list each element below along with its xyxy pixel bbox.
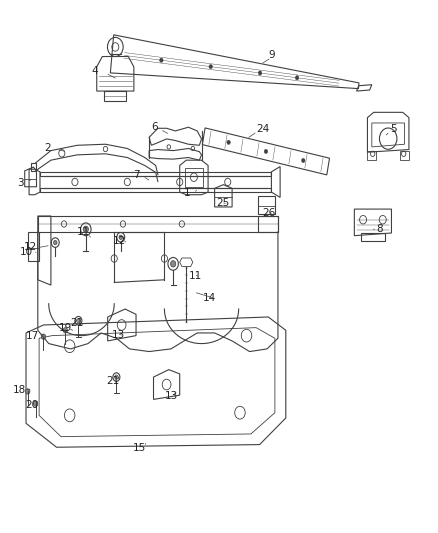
Circle shape: [41, 334, 46, 340]
Text: 9: 9: [268, 51, 275, 60]
Text: 13: 13: [112, 329, 125, 340]
Circle shape: [115, 375, 118, 379]
Text: 15: 15: [133, 443, 146, 453]
Text: 25: 25: [216, 198, 229, 208]
Text: 1: 1: [184, 188, 191, 198]
Text: 12: 12: [24, 242, 37, 252]
Text: 8: 8: [376, 224, 383, 235]
Circle shape: [264, 149, 268, 154]
Text: 3: 3: [17, 177, 24, 188]
Text: 18: 18: [12, 385, 26, 395]
Circle shape: [119, 235, 123, 239]
Circle shape: [227, 140, 230, 144]
Text: 13: 13: [165, 391, 178, 401]
Circle shape: [63, 328, 67, 333]
Circle shape: [53, 240, 57, 245]
Circle shape: [295, 76, 299, 80]
Circle shape: [170, 261, 176, 267]
Text: 2: 2: [45, 143, 51, 154]
Text: 14: 14: [203, 293, 216, 303]
Circle shape: [83, 226, 88, 232]
Text: 4: 4: [91, 66, 98, 76]
Text: 19: 19: [59, 323, 72, 333]
Text: 20: 20: [25, 400, 39, 410]
Circle shape: [77, 319, 80, 323]
Text: 17: 17: [25, 330, 39, 341]
Text: 12: 12: [113, 236, 126, 246]
Circle shape: [301, 158, 305, 163]
Circle shape: [209, 64, 212, 69]
Text: 21: 21: [107, 376, 120, 386]
Circle shape: [159, 58, 163, 62]
Circle shape: [258, 71, 262, 75]
Text: 24: 24: [256, 124, 269, 134]
Text: 26: 26: [263, 208, 276, 219]
Text: 5: 5: [390, 124, 397, 134]
Text: 11: 11: [188, 271, 201, 281]
Circle shape: [25, 389, 30, 394]
Text: 7: 7: [133, 170, 139, 180]
Text: 11: 11: [77, 227, 90, 237]
Circle shape: [33, 401, 38, 406]
Text: 6: 6: [151, 122, 158, 132]
Text: 10: 10: [19, 247, 32, 257]
Text: 21: 21: [71, 318, 84, 328]
